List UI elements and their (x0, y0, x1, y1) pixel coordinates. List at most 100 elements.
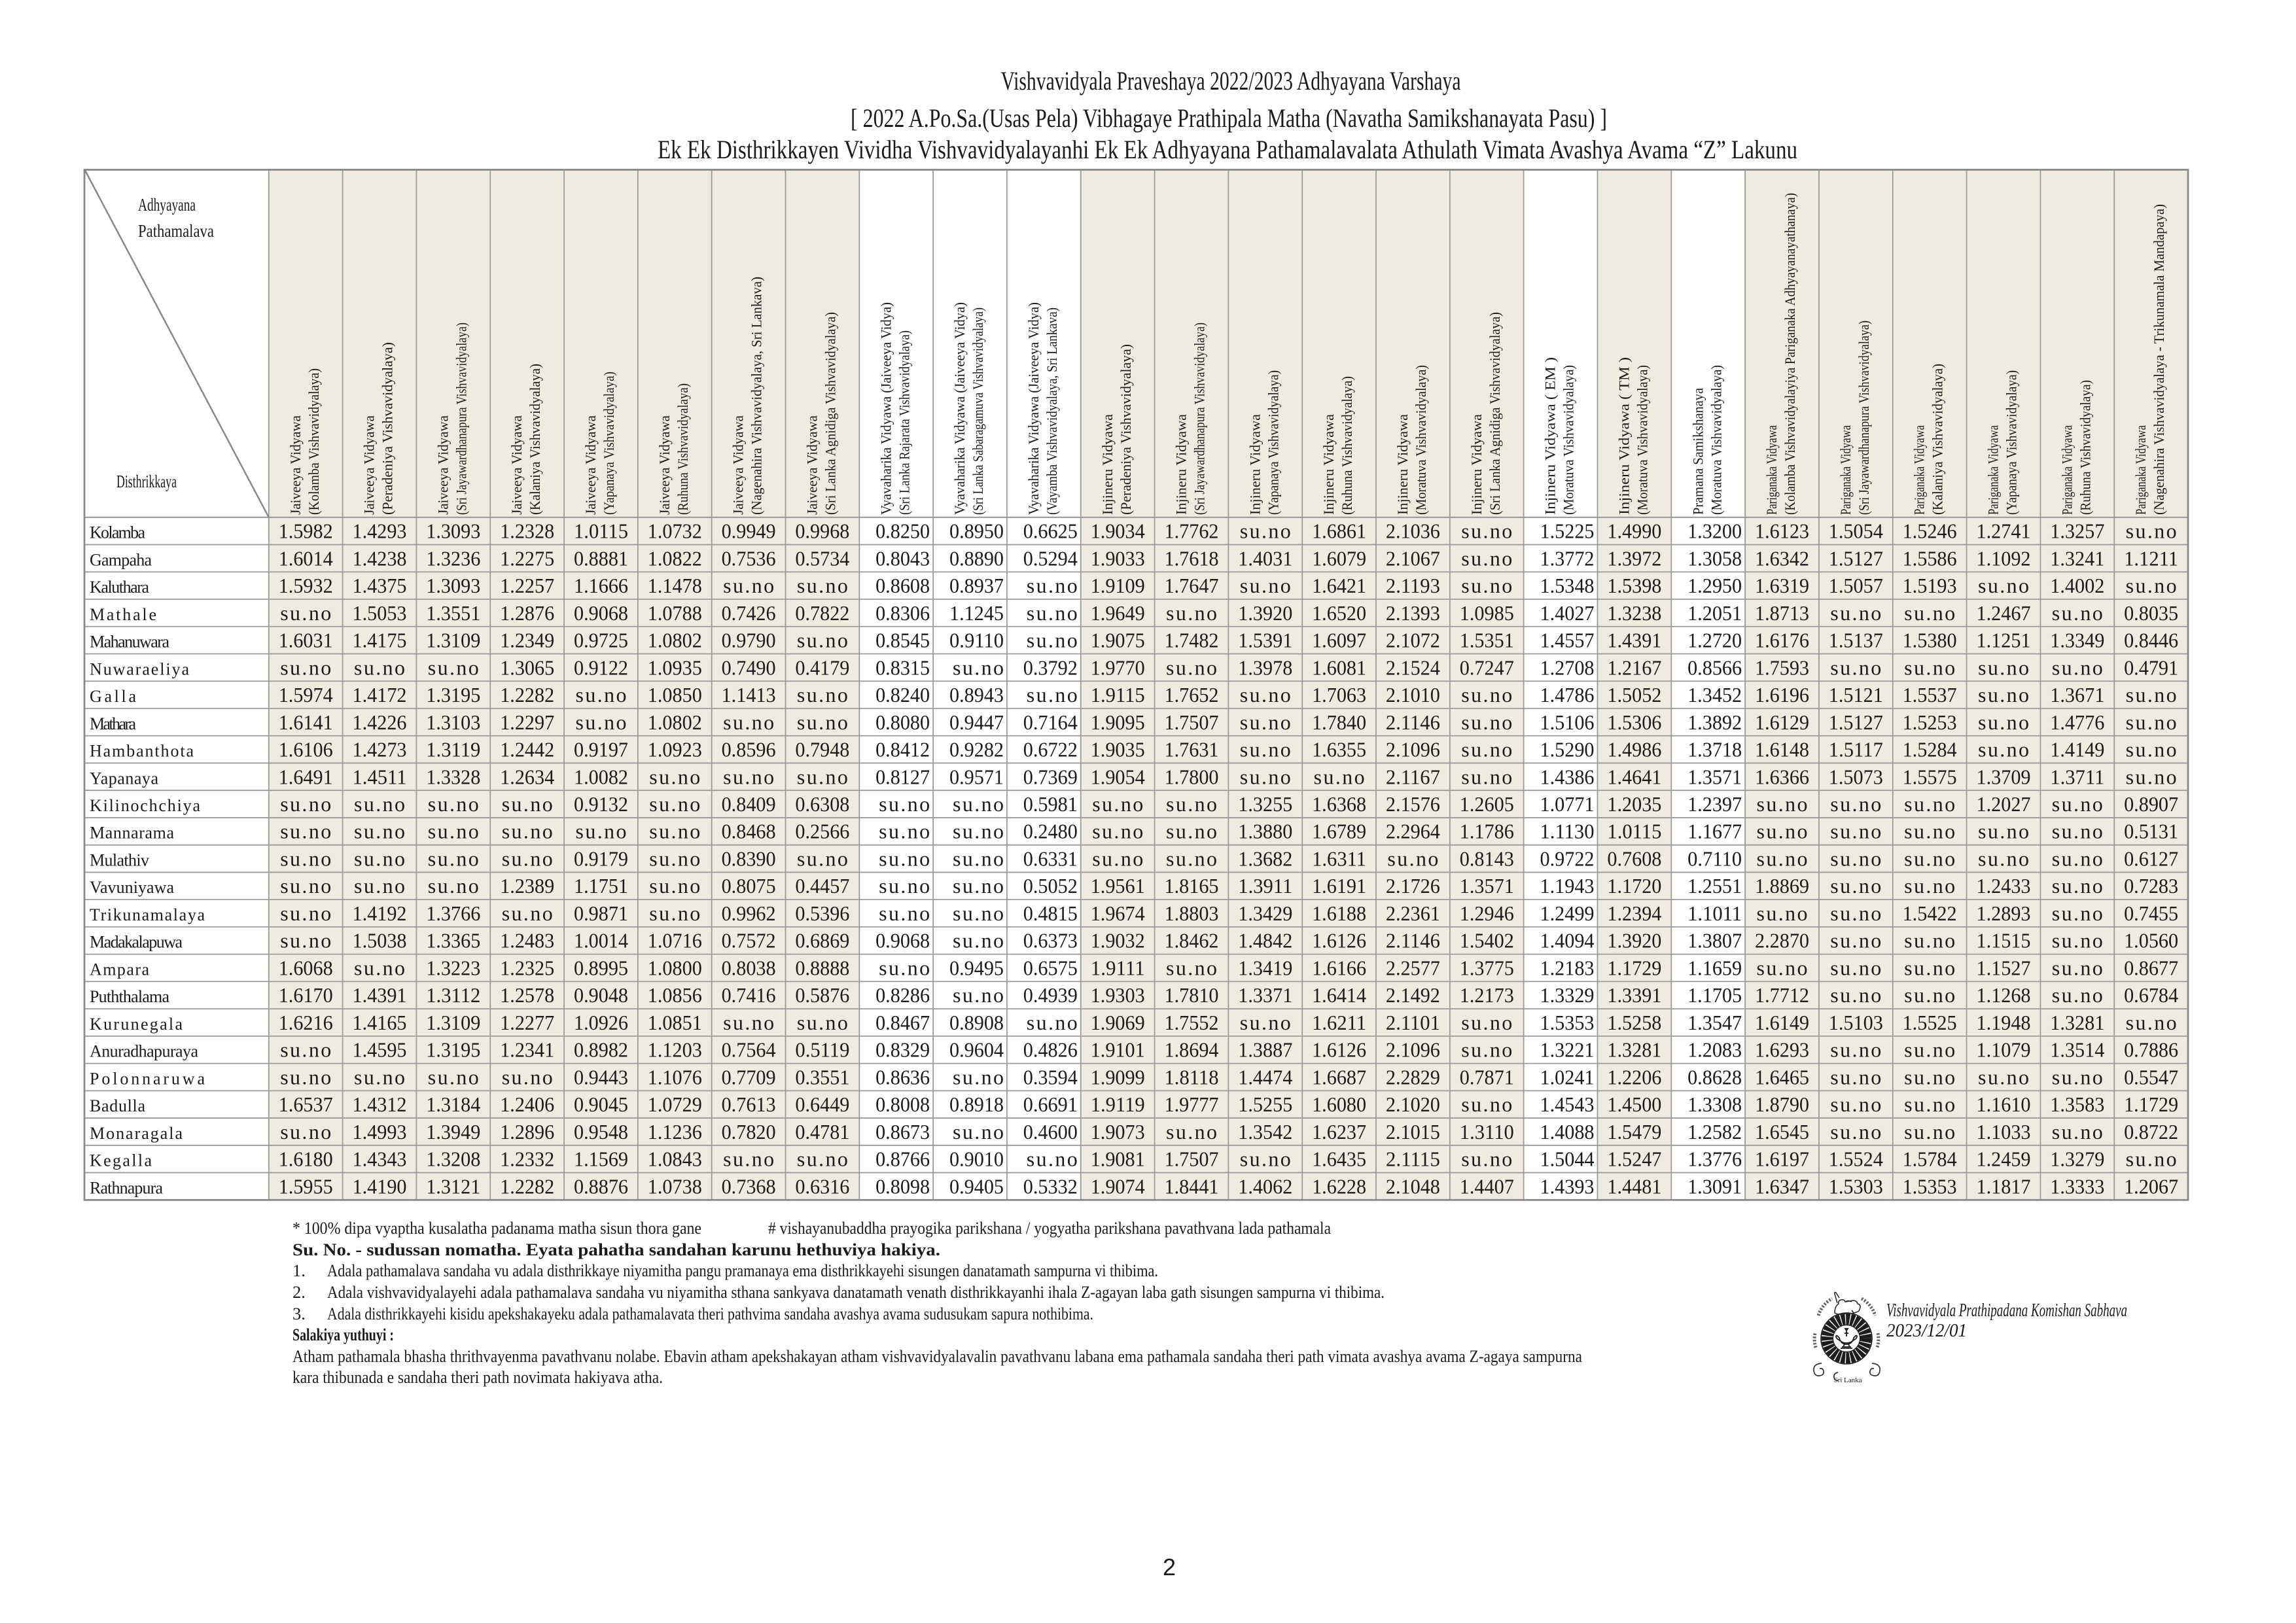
svg-text:1.3238: 1.3238 (1607, 601, 1661, 625)
svg-text:1.6211: 1.6211 (1312, 1011, 1366, 1034)
svg-text:(Moratuva Vishvavidyalaya): (Moratuva Vishvavidyalaya) (1634, 365, 1651, 515)
svg-text:0.8890: 0.8890 (949, 546, 1004, 570)
svg-text:1.0241: 1.0241 (1540, 1065, 1595, 1089)
svg-text:1.6421: 1.6421 (1312, 574, 1366, 597)
svg-text:1.2433: 1.2433 (1977, 874, 2031, 898)
svg-text:0.7709: 0.7709 (722, 1065, 776, 1089)
svg-text:Kolamba: Kolamba (90, 523, 145, 542)
svg-text:1.6237: 1.6237 (1312, 1120, 1366, 1143)
svg-text:Hambanthota: Hambanthota (90, 742, 194, 761)
svg-text:1.3109: 1.3109 (426, 1011, 480, 1034)
svg-text:su.no: su.no (1978, 655, 2029, 679)
svg-text:1.3308: 1.3308 (1687, 1092, 1742, 1116)
svg-text:su.no: su.no (1904, 1120, 1955, 1143)
svg-text:1.1130: 1.1130 (1540, 820, 1595, 843)
svg-text:Mahanuwara: Mahanuwara (90, 633, 169, 652)
svg-text:1.3949: 1.3949 (426, 1120, 480, 1143)
svg-text:1.3911: 1.3911 (1238, 874, 1292, 898)
svg-text:0.8995: 0.8995 (574, 956, 628, 979)
svg-text:su.no: su.no (1240, 1147, 1291, 1171)
svg-text:1.5137: 1.5137 (1829, 629, 1883, 652)
svg-text:su.no: su.no (280, 901, 331, 925)
svg-text:1.0788: 1.0788 (648, 601, 702, 625)
svg-text:0.9722: 0.9722 (1540, 847, 1595, 871)
svg-text:0.8127: 0.8127 (875, 765, 930, 788)
svg-text:1.9081: 1.9081 (1091, 1147, 1145, 1171)
svg-text:1.2328: 1.2328 (500, 519, 554, 543)
svg-text:0.4179: 0.4179 (795, 655, 849, 679)
svg-text:su.no: su.no (1904, 1065, 1955, 1089)
svg-text:1.0935: 1.0935 (648, 655, 702, 679)
svg-text:su.no: su.no (1904, 847, 1955, 871)
svg-text:0.7455: 0.7455 (2124, 901, 2178, 925)
svg-text:1.4500: 1.4500 (1607, 1092, 1661, 1116)
svg-text:1.1011: 1.1011 (1687, 901, 1742, 925)
svg-text:su.no: su.no (1461, 1038, 1512, 1062)
svg-text:0.5294: 0.5294 (1023, 546, 1078, 570)
svg-text:1.6148: 1.6148 (1755, 738, 1809, 761)
svg-text:1.5225: 1.5225 (1540, 519, 1595, 543)
svg-text:su.no: su.no (1904, 655, 1955, 679)
svg-text:1.1478: 1.1478 (648, 574, 702, 597)
svg-text:su.no: su.no (502, 792, 553, 816)
svg-text:su.no: su.no (280, 874, 331, 898)
svg-text:1.4002: 1.4002 (2050, 574, 2104, 597)
svg-text:1.0822: 1.0822 (648, 546, 702, 570)
svg-text:1.3920: 1.3920 (1607, 929, 1661, 952)
svg-text:su.no: su.no (280, 655, 331, 679)
svg-text:0.9968: 0.9968 (795, 519, 849, 543)
svg-text:1.3775: 1.3775 (1460, 956, 1514, 979)
svg-text:1.4776: 1.4776 (2050, 710, 2104, 734)
svg-text:0.7886: 0.7886 (2124, 1038, 2178, 1062)
svg-text:1.3091: 1.3091 (1687, 1174, 1742, 1198)
svg-text:1.1943: 1.1943 (1540, 874, 1595, 898)
svg-text:su.no: su.no (797, 574, 848, 597)
svg-text:1.9095: 1.9095 (1091, 710, 1145, 734)
svg-text:1.8462: 1.8462 (1165, 929, 1219, 952)
svg-text:0.7572: 0.7572 (722, 929, 776, 952)
svg-text:Su. No. - sudussan nomatha. Ey: Su. No. - sudussan nomatha. Eyata pahath… (292, 1240, 940, 1259)
svg-text:(Sri Lanka Agnidiga Vishvavidy: (Sri Lanka Agnidiga Vishvavidyalaya) (1487, 312, 1503, 515)
svg-text:1.0985: 1.0985 (1460, 601, 1514, 625)
svg-text:su.no: su.no (953, 847, 1004, 871)
svg-text:su.no: su.no (2126, 519, 2177, 543)
svg-text:1.4027: 1.4027 (1540, 601, 1595, 625)
svg-text:1.5246: 1.5246 (1903, 519, 1957, 543)
svg-text:1.6166: 1.6166 (1312, 956, 1366, 979)
svg-text:0.9048: 0.9048 (574, 983, 628, 1007)
svg-text:1.3892: 1.3892 (1687, 710, 1742, 734)
svg-text:3.: 3. (292, 1304, 306, 1323)
svg-text:[ 2022 A.Po.Sa.(Usas Pela) Vib: [ 2022 A.Po.Sa.(Usas Pela) Vibhagaye Pra… (851, 103, 1607, 133)
svg-text:1.3058: 1.3058 (1687, 546, 1742, 570)
svg-text:su.no: su.no (1166, 847, 1217, 871)
svg-text:su.no: su.no (1830, 601, 1881, 625)
svg-text:1.9303: 1.9303 (1091, 983, 1145, 1007)
svg-text:su.no: su.no (723, 710, 774, 734)
svg-text:1.3671: 1.3671 (2050, 683, 2104, 707)
svg-text:su.no: su.no (649, 792, 700, 816)
svg-text:0.6722: 0.6722 (1023, 738, 1078, 761)
svg-text:1.5247: 1.5247 (1607, 1147, 1661, 1171)
svg-text:0.8982: 0.8982 (574, 1038, 628, 1062)
svg-text:1.2341: 1.2341 (500, 1038, 554, 1062)
svg-text:su.no: su.no (280, 792, 331, 816)
svg-text:1.4641: 1.4641 (1607, 765, 1661, 788)
svg-text:Jaiveeya Vidyawa: Jaiveeya Vidyawa (582, 415, 599, 515)
svg-text:1.6031: 1.6031 (279, 629, 333, 652)
svg-text:su.no: su.no (576, 820, 627, 843)
svg-text:1.2257: 1.2257 (500, 574, 554, 597)
svg-text:1.3571: 1.3571 (1460, 874, 1514, 898)
svg-text:Kaluthara: Kaluthara (90, 578, 149, 597)
svg-text:1.2035: 1.2035 (1607, 792, 1661, 816)
svg-text:Yapanaya: Yapanaya (90, 769, 158, 788)
svg-text:su.no: su.no (1461, 738, 1512, 761)
svg-text:1.1033: 1.1033 (1977, 1120, 2031, 1143)
svg-text:0.9604: 0.9604 (949, 1038, 1004, 1062)
svg-text:1.3281: 1.3281 (2050, 1011, 2104, 1034)
svg-text:1.5537: 1.5537 (1903, 683, 1957, 707)
svg-text:(Sri Lanka Agnidiga Vishvavidy: (Sri Lanka Agnidiga Vishvavidyalaya) (822, 312, 839, 515)
svg-text:0.8943: 0.8943 (949, 683, 1004, 707)
svg-text:su.no: su.no (502, 847, 553, 871)
svg-text:1.5253: 1.5253 (1903, 710, 1957, 734)
svg-text:0.4826: 0.4826 (1023, 1038, 1078, 1062)
